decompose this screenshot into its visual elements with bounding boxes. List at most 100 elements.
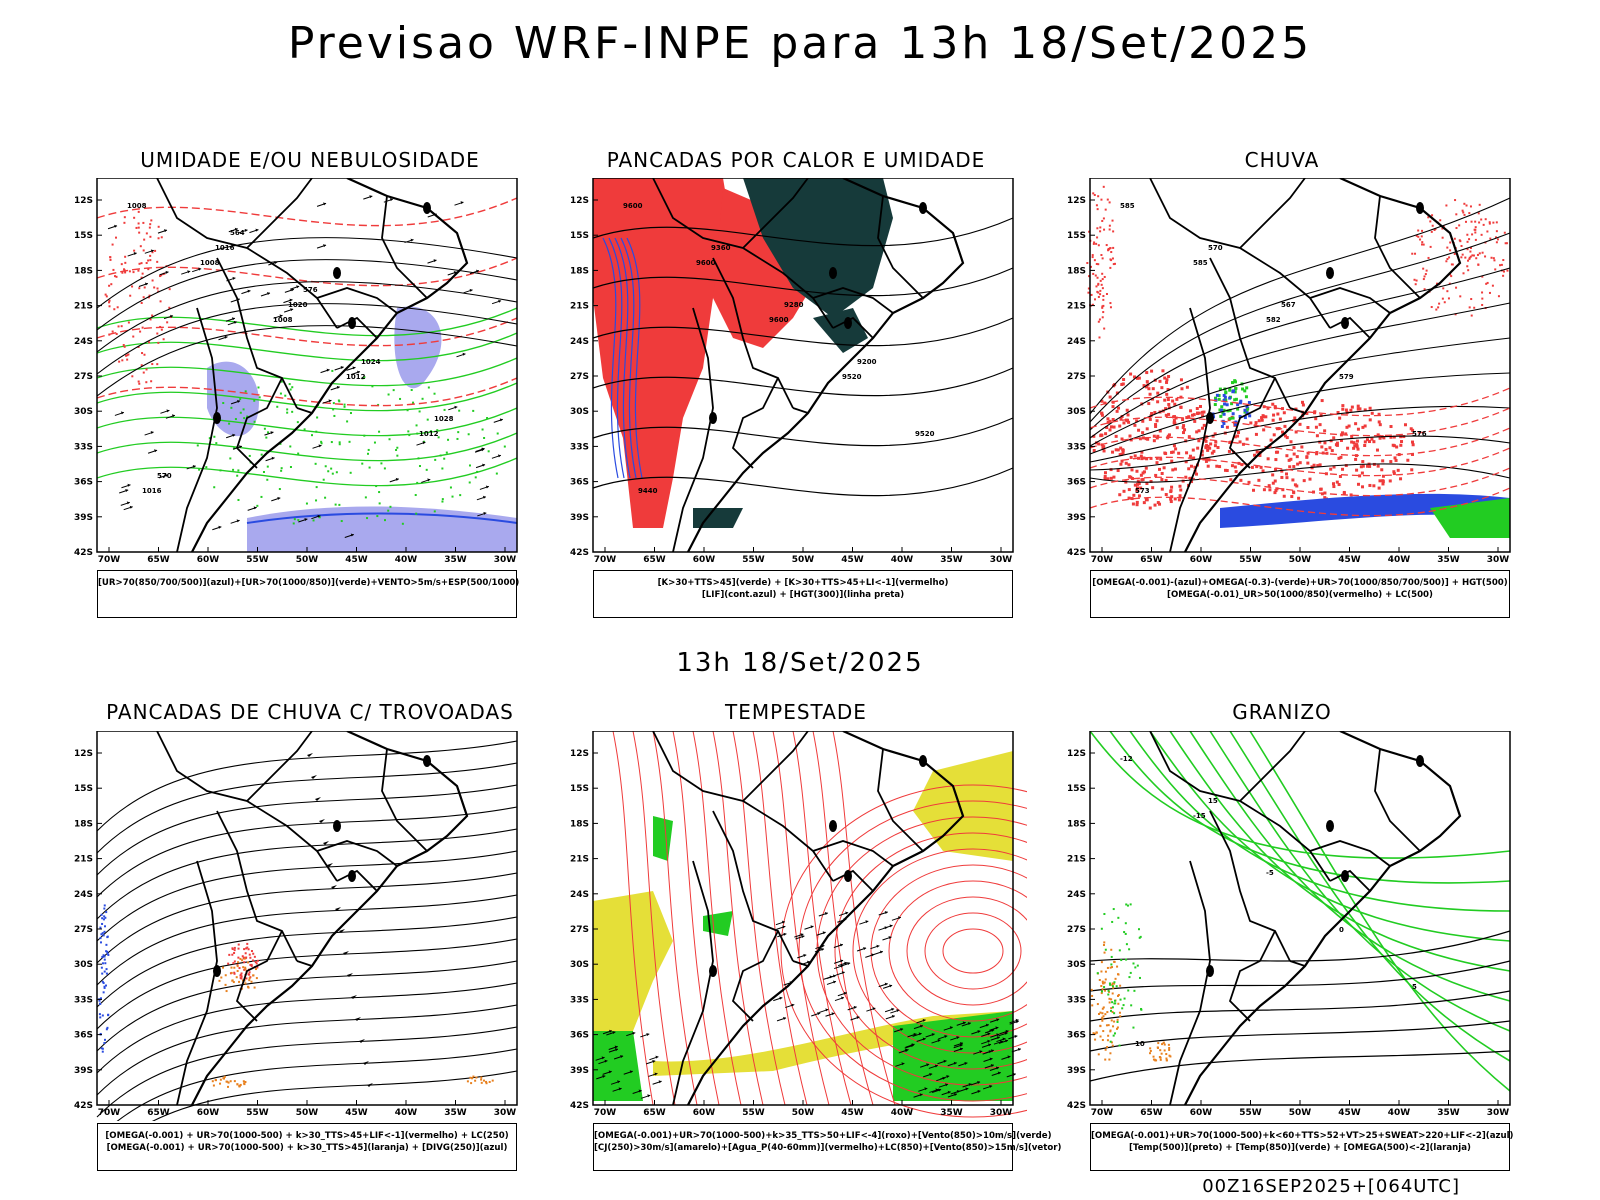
contour-label: -5 bbox=[1266, 869, 1274, 877]
contour-label: 1020 bbox=[288, 301, 308, 309]
lat-tick-label: 36S bbox=[570, 478, 589, 488]
panel-title: UMIDADE E/OU NEBULOSIDADE bbox=[140, 148, 480, 172]
lat-tick-label: 33S bbox=[74, 442, 93, 452]
lat-tick-label: 39S bbox=[1067, 1066, 1086, 1076]
lon-tick-label: 65W bbox=[643, 1108, 666, 1118]
lat-tick-label: 18S bbox=[74, 819, 93, 829]
panel-umidade: UMIDADE E/OU NEBULOSIDADE bbox=[60, 148, 560, 628]
lat-tick-label: 12S bbox=[1067, 196, 1086, 206]
lat-tick-label: 12S bbox=[570, 196, 589, 206]
legend-line: [K>30+TTS>45](verde) + [K>30+TTS>45+LI<-… bbox=[657, 578, 949, 588]
legend-tempestade: [OMEGA(-0.001)+UR>70(1000-500)+k>35_TTS>… bbox=[593, 1123, 1061, 1171]
lat-tick-label: 30S bbox=[570, 960, 589, 970]
lat-tick-label: 24S bbox=[570, 337, 589, 347]
map-tempestade: 12S 15S 18S 21S 24S 27S 30S 33S 36S 39S 42S 70W 65W 6… bbox=[557, 731, 1027, 1121]
contour-label: 9200 bbox=[857, 358, 877, 366]
lat-tick-label: 36S bbox=[1067, 478, 1086, 488]
lat-tick-label: 18S bbox=[1067, 819, 1086, 829]
lon-tick-label: 65W bbox=[147, 555, 170, 565]
contour-label: 9600 bbox=[769, 316, 789, 324]
contour-label: 564 bbox=[230, 229, 245, 237]
lat-tick-label: 15S bbox=[1067, 231, 1086, 241]
lon-tick-label: 65W bbox=[1140, 555, 1163, 565]
lat-tick-label: 15S bbox=[74, 231, 93, 241]
legend-pancadas-trovoadas: [OMEGA(-0.001) + UR>70(1000-500) + k>30_… bbox=[97, 1123, 517, 1171]
lat-tick-label: 24S bbox=[1067, 337, 1086, 347]
lat-tick-label: 18S bbox=[74, 266, 93, 276]
contour-label: -12 bbox=[1120, 755, 1133, 763]
contour-label: 10 bbox=[1135, 1040, 1145, 1048]
panel-title: PANCADAS POR CALOR E UMIDADE bbox=[606, 148, 986, 172]
lat-tick-label: 42S bbox=[570, 548, 589, 558]
lon-tick-label: 30W bbox=[494, 555, 517, 565]
model-run-stamp: 00Z16SEP2025+[064UTC] bbox=[1202, 1176, 1460, 1197]
contour-label: 1016 bbox=[142, 487, 162, 495]
panel-title: GRANIZO bbox=[1232, 700, 1332, 724]
lat-tick-label: 27S bbox=[570, 925, 589, 935]
lat-tick-label: 15S bbox=[570, 231, 589, 241]
lat-tick-label: 42S bbox=[74, 548, 93, 558]
map-umidade: 1008 1008 1008 1012 1012 1016 1016 1020 1024 1028… bbox=[61, 178, 531, 568]
lat-tick-label: 18S bbox=[570, 266, 589, 276]
legend-granizo: [OMEGA(-0.001)+UR>70(1000-500)+k<60+TTS>… bbox=[1090, 1123, 1514, 1171]
contour-label: 1008 bbox=[200, 259, 220, 267]
lon-tick-label: 45W bbox=[345, 555, 368, 565]
panel-title: PANCADAS DE CHUVA C/ TROVOADAS bbox=[106, 700, 514, 724]
legend-line: [OMEGA(-0.001)+UR>70(1000-500)+k<60+TTS>… bbox=[1091, 1131, 1514, 1141]
lon-tick-label: 70W bbox=[98, 1108, 121, 1118]
lat-tick-label: 24S bbox=[1067, 890, 1086, 900]
panel-tempestade: TEMPESTADE bbox=[546, 700, 1046, 1180]
lon-tick-label: 50W bbox=[1289, 555, 1312, 565]
lon-tick-label: 60W bbox=[693, 1108, 716, 1118]
lon-tick-label: 50W bbox=[1289, 1108, 1312, 1118]
valid-time-title: 13h 18/Set/2025 bbox=[676, 648, 924, 678]
lat-tick-label: 12S bbox=[74, 749, 93, 759]
lat-tick-label: 15S bbox=[1067, 784, 1086, 794]
lon-tick-label: 30W bbox=[1487, 555, 1510, 565]
contour-label: 585 bbox=[1193, 259, 1208, 267]
lat-tick-label: 33S bbox=[1067, 995, 1086, 1005]
contour-label: 9280 bbox=[784, 301, 804, 309]
contour-label: 576 bbox=[1412, 430, 1427, 438]
contour-label: 0 bbox=[1339, 926, 1344, 934]
lat-tick-label: 39S bbox=[570, 1066, 589, 1076]
lat-tick-label: 30S bbox=[1067, 407, 1086, 417]
contour-label: 570 bbox=[157, 472, 172, 480]
legend-pancadas-calor: [K>30+TTS>45](verde) + [K>30+TTS>45+LI<-… bbox=[593, 570, 1013, 618]
lat-tick-label: 18S bbox=[1067, 266, 1086, 276]
lon-tick-label: 55W bbox=[246, 1108, 269, 1118]
lat-tick-label: 30S bbox=[74, 407, 93, 417]
map-granizo: -12 -15 -5 0 5 10 15 12S 15S 18S 21S 24S 27S 30S 33S 36… bbox=[1054, 731, 1524, 1121]
lat-tick-label: 33S bbox=[570, 995, 589, 1005]
contour-label: 1008 bbox=[127, 202, 147, 210]
lon-tick-label: 65W bbox=[643, 555, 666, 565]
lat-tick-label: 24S bbox=[570, 890, 589, 900]
panel-chuva: CHUVA bbox=[1032, 148, 1532, 628]
lon-tick-label: 50W bbox=[792, 555, 815, 565]
lon-tick-label: 50W bbox=[792, 1108, 815, 1118]
lon-tick-label: 50W bbox=[296, 555, 319, 565]
panel-title: CHUVA bbox=[1244, 148, 1320, 172]
lon-tick-label: 60W bbox=[197, 555, 220, 565]
lat-tick-label: 33S bbox=[570, 442, 589, 452]
legend-umidade: [UR>70(850/700/500)](azul)+[UR>70(1000/8… bbox=[97, 570, 520, 618]
contour-label: 15 bbox=[1208, 797, 1218, 805]
lon-tick-label: 55W bbox=[742, 1108, 765, 1118]
lon-tick-label: 30W bbox=[494, 1108, 517, 1118]
lon-tick-label: 30W bbox=[990, 555, 1013, 565]
contour-label: 1028 bbox=[434, 415, 454, 423]
lon-tick-label: 35W bbox=[1437, 555, 1460, 565]
lon-tick-label: 60W bbox=[1190, 555, 1213, 565]
legend-line: [UR>70(850/700/500)](azul)+[UR>70(1000/8… bbox=[98, 578, 520, 588]
contour-label: 585 bbox=[1120, 202, 1135, 210]
lat-tick-label: 27S bbox=[1067, 925, 1086, 935]
lat-tick-label: 42S bbox=[1067, 548, 1086, 558]
lon-tick-label: 55W bbox=[742, 555, 765, 565]
lat-tick-label: 21S bbox=[570, 855, 589, 865]
map-pancadas_trovoadas: 12S 15S 18S 21S 24S 27S 30S 33S 36S 39S 42S 70W 65W 6… bbox=[61, 731, 531, 1121]
legend-line: [OMEGA(-0.001) + UR>70(1000-500) + k>30_… bbox=[106, 1143, 508, 1153]
contour-label: 1008 bbox=[273, 316, 293, 324]
contour-label: 9600 bbox=[623, 202, 643, 210]
lat-tick-label: 33S bbox=[74, 995, 93, 1005]
lon-tick-label: 30W bbox=[1487, 1108, 1510, 1118]
